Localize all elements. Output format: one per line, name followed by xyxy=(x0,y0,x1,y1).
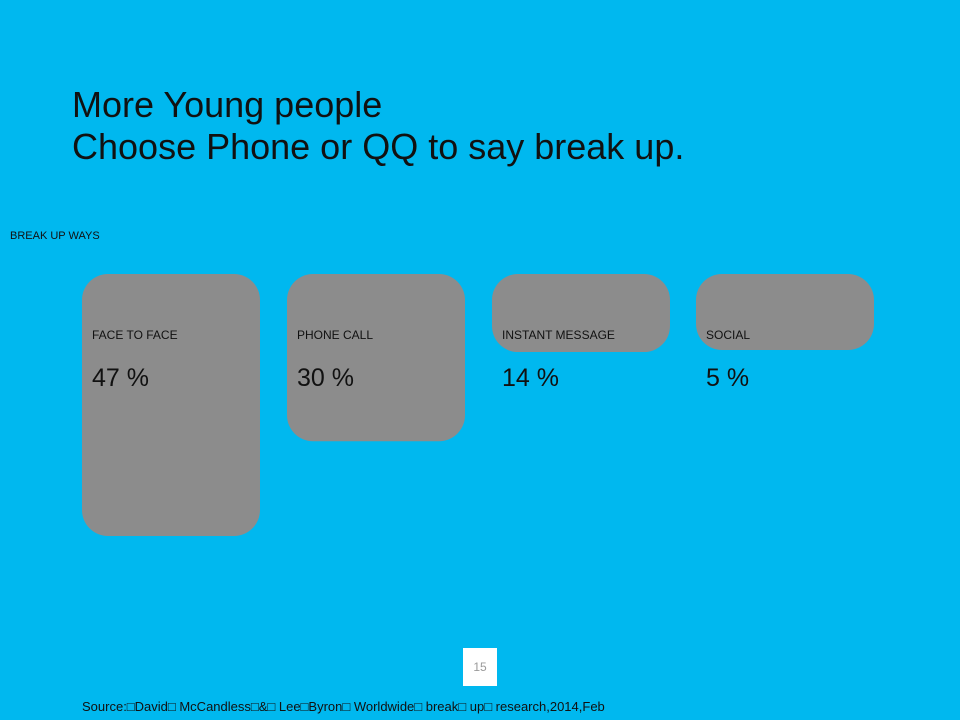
source-note: Source:□David□ McCandless□&□ Lee□Byron□ … xyxy=(82,699,605,714)
section-label: BREAK UP WAYS xyxy=(10,230,100,242)
bar xyxy=(696,274,874,350)
title-line-1: More Young people xyxy=(72,84,383,125)
bar-group: FACE TO FACE 47 % xyxy=(82,274,260,536)
bar-category-label: INSTANT MESSAGE xyxy=(502,328,615,342)
bar-category-label: SOCIAL xyxy=(706,328,750,342)
bar xyxy=(492,274,670,353)
bar-category-label: PHONE CALL xyxy=(297,328,373,342)
title-line-2: Choose Phone or QQ to say break up. xyxy=(72,126,685,167)
bar xyxy=(287,274,465,442)
bar-value-label: 14 % xyxy=(502,364,559,392)
bar xyxy=(82,274,260,536)
slide-title: More Young people Choose Phone or QQ to … xyxy=(72,84,684,168)
bar-category-label: FACE TO FACE xyxy=(92,328,178,342)
bar-group: PHONE CALL 30 % xyxy=(287,274,465,442)
bar-value-label: 30 % xyxy=(297,364,354,392)
bar-value-label: 47 % xyxy=(92,364,149,392)
bar-group: INSTANT MESSAGE 14 % xyxy=(492,274,670,392)
page-number: 15 xyxy=(463,648,497,686)
bar-value-label: 5 % xyxy=(706,364,749,392)
bar-group: SOCIAL 5 % xyxy=(696,274,874,392)
